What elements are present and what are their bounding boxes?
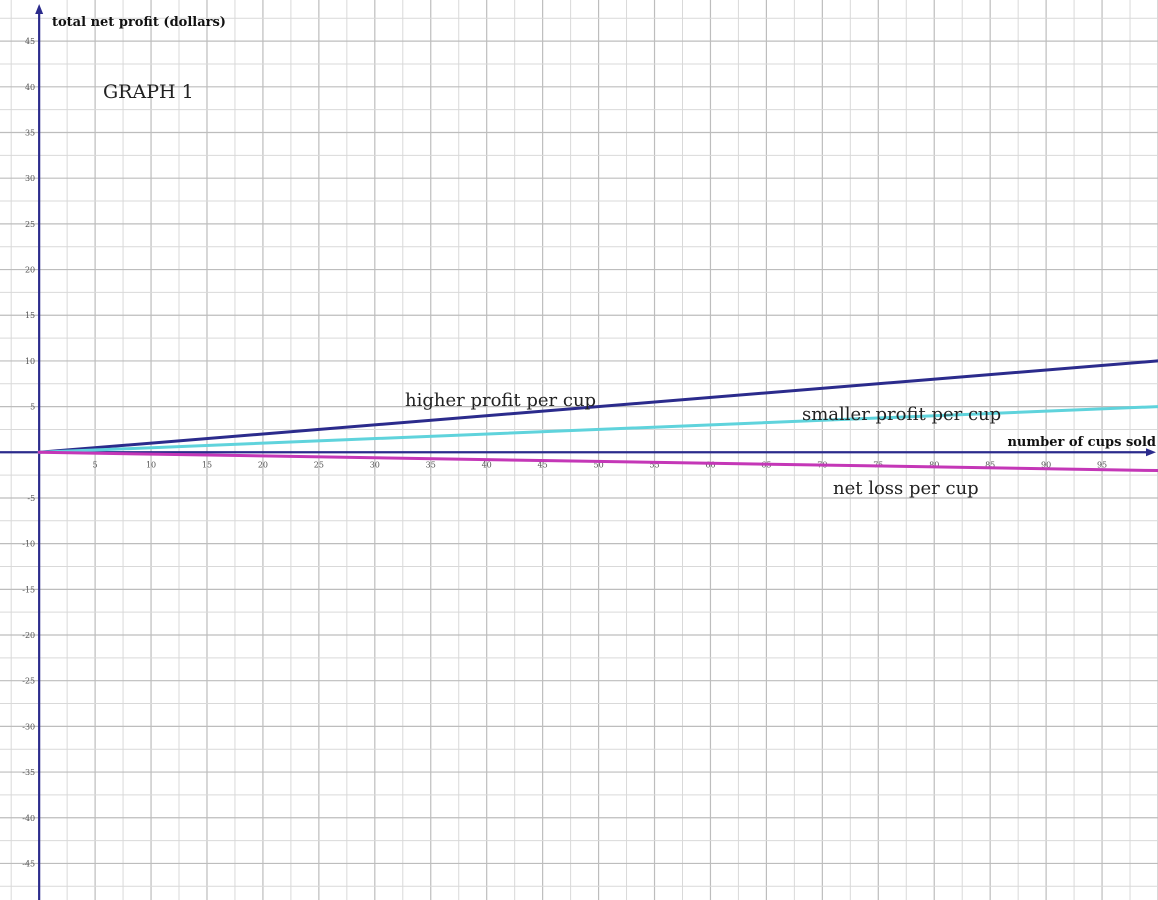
label-higher-profit: higher profit per cup (405, 390, 596, 411)
y-tick-label: 5 (30, 403, 35, 412)
y-tick-label: 40 (25, 83, 35, 92)
y-tick-label: -5 (27, 494, 35, 503)
x-tick-label: 55 (649, 460, 659, 469)
x-axis-arrow (1146, 448, 1156, 457)
y-tick-label: -35 (22, 768, 35, 777)
y-tick-label: 15 (25, 311, 35, 320)
y-tick-label: 20 (25, 266, 35, 275)
x-axis-title: number of cups sold (1007, 435, 1156, 450)
x-tick-label: 60 (705, 460, 715, 469)
x-tick-label: 50 (593, 460, 603, 469)
y-tick-label: 35 (25, 128, 35, 137)
x-tick-label: 30 (370, 460, 380, 469)
y-tick-labels: 45 40 35 30 25 20 15 10 5 -5 -10 -15 -20 -25 -30 -35 -40… (22, 37, 35, 868)
label-net-loss: net loss per cup (833, 478, 979, 499)
graph-title: GRAPH 1 (103, 81, 194, 103)
y-tick-label: -45 (22, 859, 35, 868)
y-axis-title: total net profit (dollars) (52, 15, 226, 30)
x-tick-label: 25 (314, 460, 324, 469)
x-tick-label: 5 (93, 460, 98, 469)
y-tick-label: -30 (22, 722, 35, 731)
y-tick-label: -20 (22, 631, 35, 640)
y-tick-label: -40 (22, 814, 35, 823)
label-smaller-profit: smaller profit per cup (802, 404, 1001, 425)
x-tick-labels: 5 10 15 20 25 30 35 40 45 50 55 60 65 70 75 80 85 90 95 (93, 460, 1108, 469)
y-tick-label: 10 (25, 357, 35, 366)
series-lines (37, 359, 1158, 473)
y-axis-arrow (35, 4, 44, 14)
y-tick-label: -25 (22, 677, 35, 686)
x-tick-label: 20 (258, 460, 268, 469)
y-tick-label: 45 (25, 37, 35, 46)
series-line-3 (37, 450, 1158, 473)
series-line-1 (37, 359, 1158, 454)
y-tick-label: -15 (22, 585, 35, 594)
x-tick-label: 45 (538, 460, 548, 469)
y-tick-label: 30 (25, 174, 35, 183)
x-tick-label: 85 (985, 460, 995, 469)
x-tick-label: 90 (1041, 460, 1051, 469)
series-line-2 (37, 405, 1158, 454)
axes (0, 4, 1156, 900)
x-tick-label: 10 (146, 460, 156, 469)
x-tick-label: 95 (1097, 460, 1107, 469)
x-tick-label: 80 (929, 460, 939, 469)
x-tick-label: 35 (426, 460, 436, 469)
x-tick-label: 40 (482, 460, 492, 469)
y-tick-label: 25 (25, 220, 35, 229)
y-tick-label: -10 (22, 540, 35, 549)
x-tick-label: 15 (202, 460, 212, 469)
